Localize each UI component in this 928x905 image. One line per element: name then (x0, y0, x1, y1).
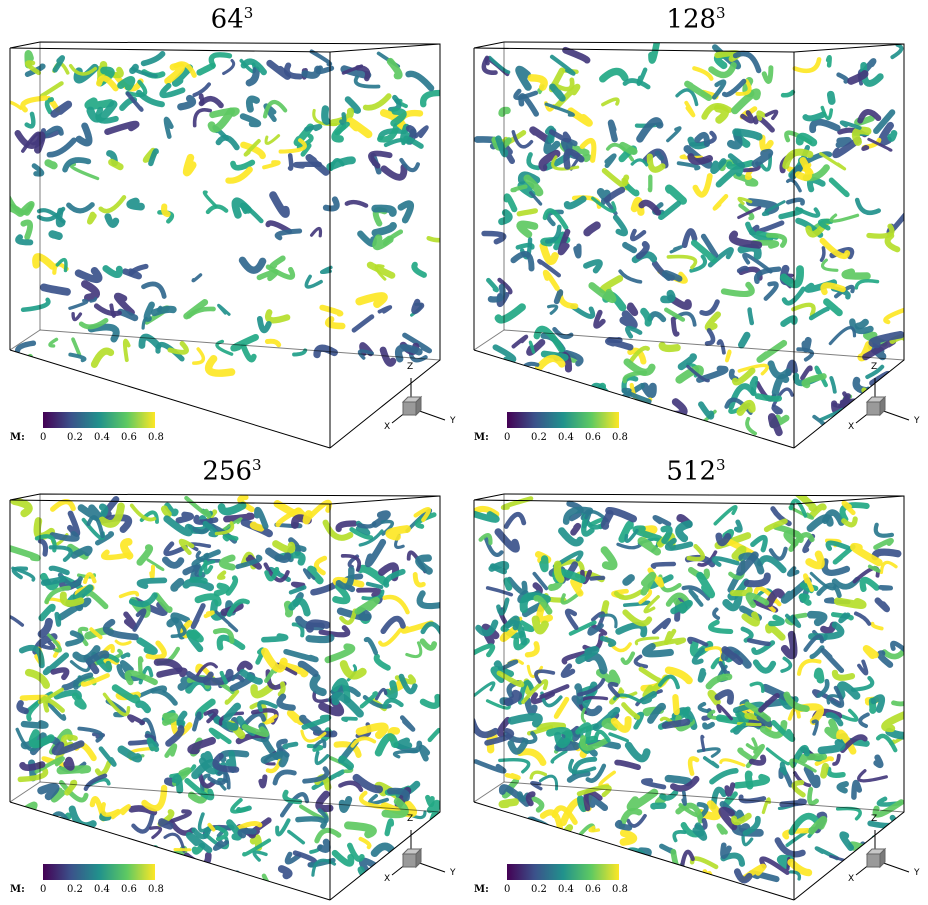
vortex-render (473, 493, 910, 901)
colorbar-tick-label: 0 (40, 884, 47, 895)
axis-label-z: Z (407, 362, 414, 372)
colorbar-tick-label: 0.2 (67, 884, 83, 895)
colorbar-label: M: (10, 884, 25, 895)
vortex-render (9, 41, 446, 449)
colorbar-tick-label: 0.2 (531, 432, 547, 443)
colorbar-tick-label: 0.4 (94, 884, 110, 895)
axis-label-x: X (848, 874, 855, 884)
axis-label-z: Z (871, 814, 878, 824)
colorbar-tick-label: 0 (40, 432, 47, 443)
cube-icon (865, 395, 887, 417)
axis-label-x: X (384, 874, 391, 884)
axis-label-z: Z (407, 814, 414, 824)
cube-icon (401, 847, 423, 869)
axis-label-x: X (848, 422, 855, 432)
vortex-tubes (10, 49, 440, 377)
colorbar-tick-label: 0.4 (558, 432, 574, 443)
axis-label-y: Y (914, 868, 920, 878)
colorbar (507, 864, 619, 880)
axis-label-x: X (384, 422, 391, 432)
domain-cube (9, 41, 441, 449)
colorbar-tick-label: 0.2 (67, 432, 83, 443)
colorbar-tick-label: 0.8 (148, 432, 164, 443)
vortex-tubes (474, 494, 904, 889)
colorbar-label: M: (474, 432, 489, 443)
colorbar (43, 864, 155, 880)
axis-label-y: Y (450, 416, 456, 426)
vortex-render (473, 41, 910, 449)
axis-label-z: Z (871, 362, 878, 372)
panel-128: 1283 M: 0 0.2 0.4 0.6 0.8 Z Y X (464, 0, 928, 452)
domain-cube (473, 493, 905, 901)
panel-title: 1283 (666, 4, 726, 35)
axis-label-y: Y (450, 868, 456, 878)
domain-cube (9, 493, 441, 901)
colorbar-tick-label: 0.8 (148, 884, 164, 895)
colorbar-label: M: (10, 432, 25, 443)
cube-icon (865, 847, 887, 869)
colorbar-tick-label: 0.8 (612, 432, 628, 443)
colorbar-tick-label: 0.6 (121, 884, 137, 895)
colorbar-tick-label: 0 (504, 432, 511, 443)
colorbar-tick-label: 0.8 (612, 884, 628, 895)
colorbar-tick-label: 0.6 (585, 884, 601, 895)
cube-icon (401, 395, 423, 417)
axis-label-y: Y (914, 416, 920, 426)
colorbar-tick-label: 0.4 (558, 884, 574, 895)
panel-title: 2563 (202, 456, 262, 487)
colorbar-tick-label: 0.6 (585, 432, 601, 443)
colorbar-tick-label: 0.6 (121, 432, 137, 443)
domain-cube (473, 41, 905, 449)
panel-title: 5123 (666, 456, 726, 487)
panel-256: 2563 M: 0 0.2 0.4 0.6 0.8 Z Y X (0, 452, 464, 904)
colorbar-tick-label: 0.2 (531, 884, 547, 895)
colorbar-label: M: (474, 884, 489, 895)
colorbar-tick-label: 0 (504, 884, 511, 895)
colorbar (507, 412, 619, 428)
panel-64: 643 M: 0 0.2 0.4 0.6 0.8 Z Y X (0, 0, 464, 452)
panel-title: 643 (210, 4, 254, 35)
vortex-tubes (474, 42, 904, 437)
colorbar-tick-label: 0.4 (94, 432, 110, 443)
panel-512: 5123 M: 0 0.2 0.4 0.6 0.8 Z Y X (464, 452, 928, 904)
colorbar (43, 412, 155, 428)
vortex-render (9, 493, 446, 901)
vortex-tubes (10, 494, 440, 893)
